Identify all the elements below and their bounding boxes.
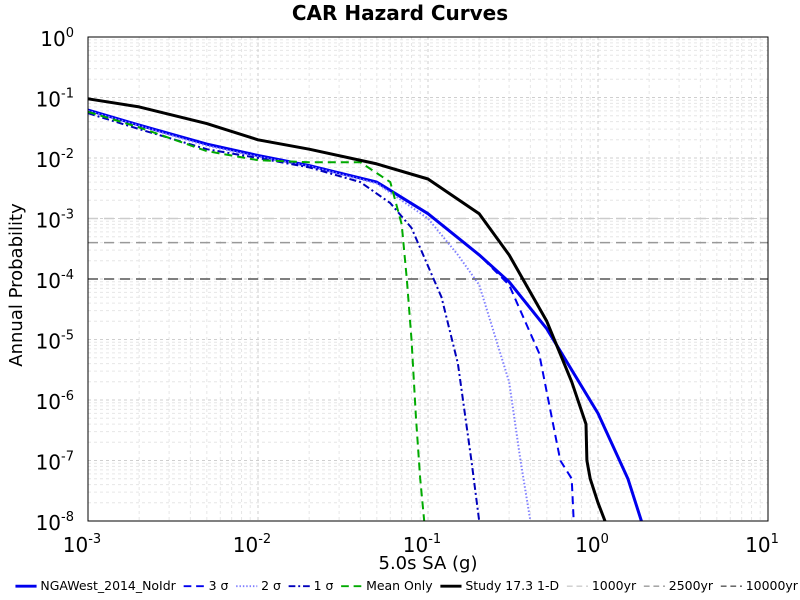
y-tick-label: 10-6 (36, 389, 74, 414)
y-tick-label: 10-5 (36, 329, 74, 354)
x-tick-labels: 10-3 10-2 10-1 100 101 (63, 532, 779, 557)
y-tick-labels: 100 10-1 10-2 10-3 10-4 10-5 10-6 10-7 10-8 (36, 26, 74, 535)
y-tick-label: 10-2 (36, 147, 74, 172)
legend-label-0: NGAWest_2014_NoIdr (40, 578, 176, 593)
x-tick-label: 10-1 (403, 532, 441, 557)
legend-label-2: 2 σ (261, 578, 281, 593)
legend: NGAWest_2014_NoIdr 3 σ 2 σ 1 σ Mean Only Stud… (15, 578, 799, 593)
legend-label-1: 3 σ (209, 578, 229, 593)
series-lines (87, 97, 643, 522)
legend-label-8: 10000yr (746, 578, 799, 593)
legend-label-7: 2500yr (669, 578, 714, 593)
y-tick-label: 10-3 (36, 208, 74, 233)
legend-label-6: 1000yr (592, 578, 637, 593)
y-tick-label: 10-1 (36, 87, 74, 112)
legend-label-3: 1 σ (314, 578, 334, 593)
y-axis-label: Annual Probability (6, 203, 27, 367)
reference-lines (88, 217, 768, 280)
y-tick-label: 10-4 (36, 268, 74, 293)
y-tick-label: 10-8 (36, 510, 74, 535)
x-tick-label: 10-3 (63, 532, 101, 557)
legend-label-4: Mean Only (366, 578, 433, 593)
y-tick-label: 10-7 (36, 450, 74, 475)
x-tick-label: 10-2 (233, 532, 271, 557)
y-tick-label: 100 (40, 26, 74, 51)
legend-label-5: Study 17.3 1-D (465, 578, 559, 593)
plot-frame (87, 36, 769, 522)
chart-title: CAR Hazard Curves (292, 1, 508, 25)
series-line-1 (87, 109, 575, 522)
x-tick-label: 100 (575, 532, 609, 557)
series-line-4 (87, 110, 426, 522)
x-axis-label: 5.0s SA (g) (379, 553, 478, 574)
series-line-5 (87, 97, 607, 522)
series-line-3 (87, 112, 481, 522)
grid-minor (88, 37, 768, 521)
series-line-2 (87, 109, 532, 522)
x-tick-label: 101 (745, 532, 779, 557)
